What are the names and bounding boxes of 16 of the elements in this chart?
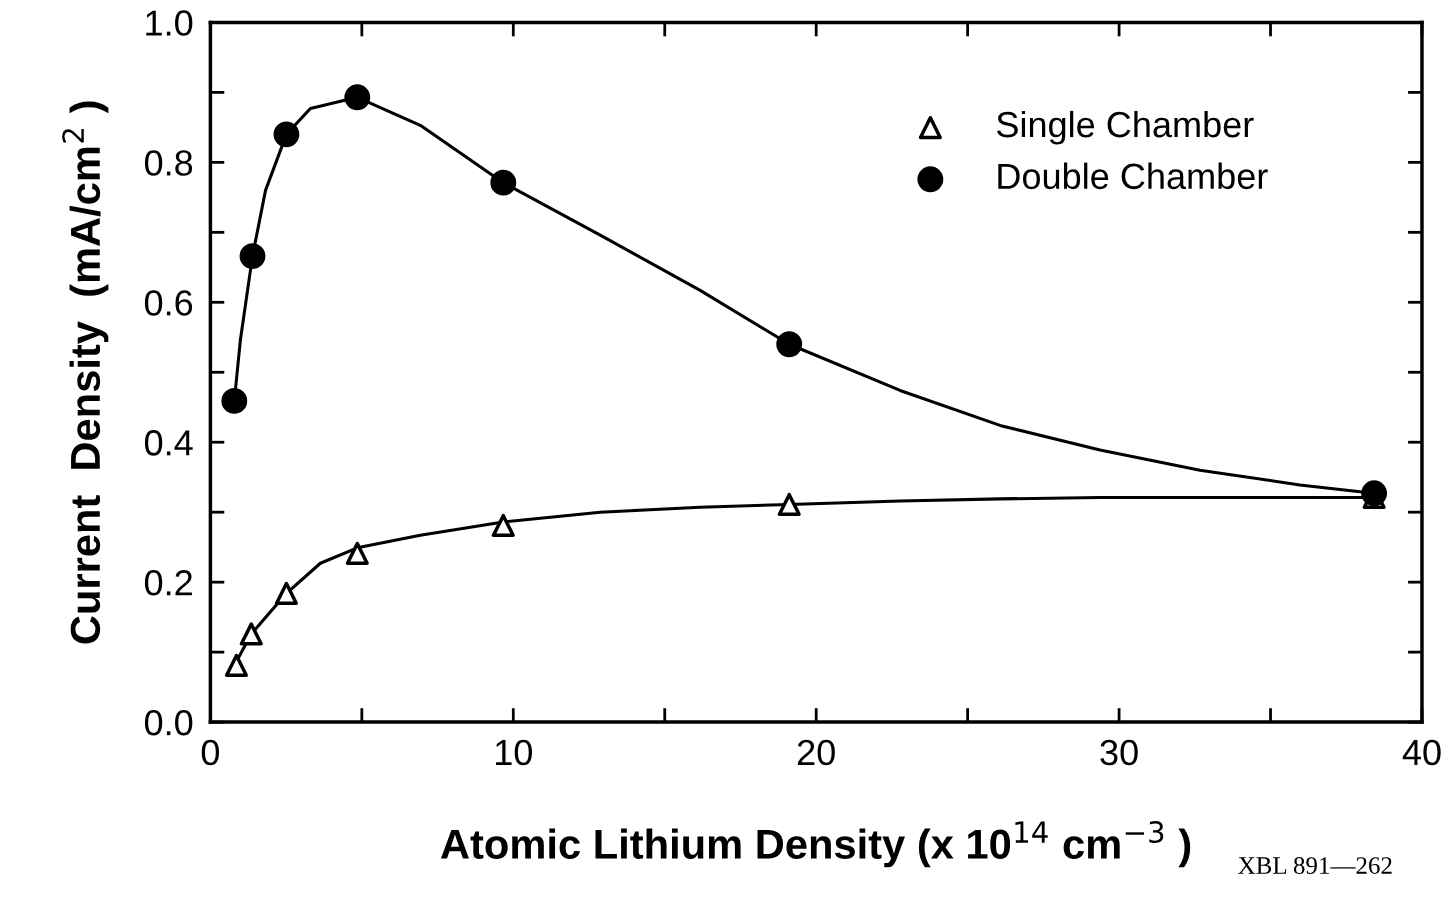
legend-label: Single Chamber bbox=[997, 110, 1254, 145]
x-tick-label: 10 bbox=[495, 739, 532, 766]
x-tick-label: 40 bbox=[1402, 739, 1441, 766]
y-tick-label: 0.0 bbox=[144, 709, 193, 736]
legend-label: Double Chamber bbox=[998, 162, 1268, 190]
x-tick-label: 0 bbox=[201, 739, 220, 766]
y-tick-label: 1.0 bbox=[146, 10, 193, 36]
x-axis-title: Atomic Lithium Density (x 10$^{14}$ cm$^{−3}$ ) bbox=[440, 821, 1191, 868]
y-tick-label: 0.2 bbox=[144, 570, 192, 596]
y-axis-title: Current Density (mA/cm$^{2}$ ) bbox=[62, 101, 109, 644]
y-tick-label: 0.4 bbox=[144, 430, 193, 456]
x-tick-label: 20 bbox=[797, 739, 835, 766]
y-tick-label: 0.6 bbox=[144, 290, 193, 316]
y-tick-label: 0.8 bbox=[144, 150, 193, 176]
x-tick-label: 30 bbox=[1100, 739, 1138, 766]
text: XBL 891—262 bbox=[1238, 857, 1392, 874]
